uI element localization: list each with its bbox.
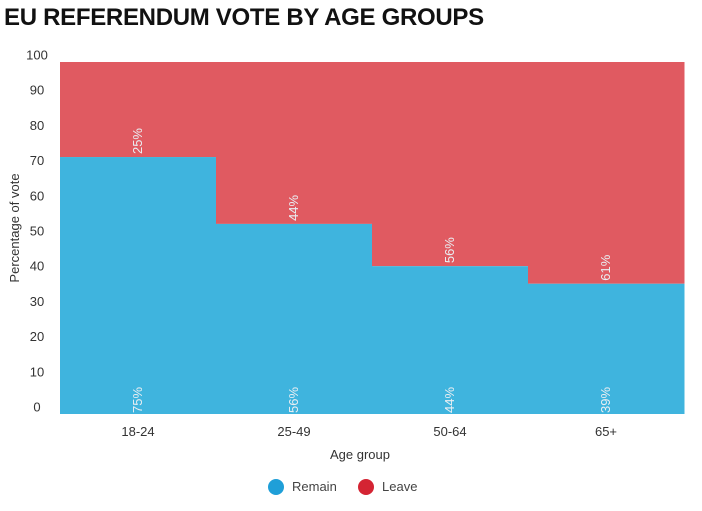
bar-leave-18-24 [60,62,217,158]
legend-label-leave: Leave [382,479,417,494]
data-label-leave-18-24: 25% [130,128,145,154]
x-tick-label: 25-49 [277,424,310,439]
y-tick-label: 10 [30,364,44,379]
bar-remain-50-64 [372,266,529,414]
y-tick-label: 70 [30,153,44,168]
legend: Remain Leave [268,479,417,495]
data-label-leave-50-64: 56% [442,237,457,263]
bar-remain-18-24 [60,157,217,415]
x-axis-ticks: 18-24 25-49 50-64 65+ [121,424,617,439]
x-tick-label: 18-24 [121,424,154,439]
bar-remain-25-49 [216,223,373,414]
bar-leave-50-64 [372,62,529,267]
y-tick-label: 20 [30,329,44,344]
data-label-remain-18-24: 75% [130,387,145,413]
x-axis-label: Age group [330,447,390,462]
y-tick-label: 80 [30,118,44,133]
y-tick-label: 0 [33,400,40,415]
chart-title: EU REFERENDUM VOTE BY AGE GROUPS [4,4,484,31]
x-tick-label: 65+ [595,424,617,439]
data-label-leave-65+: 61% [598,254,613,280]
legend-label-remain: Remain [292,479,337,494]
y-tick-label: 90 [30,83,44,98]
y-tick-label: 60 [30,188,44,203]
y-tick-label: 30 [30,294,44,309]
data-label-remain-50-64: 44% [442,387,457,413]
y-tick-label: 100 [26,48,48,63]
bar-leave-25-49 [216,62,373,224]
data-label-leave-25-49: 44% [286,194,301,220]
y-axis-label: Percentage of vote [7,173,22,282]
bars-group [60,62,685,415]
data-label-remain-25-49: 56% [286,387,301,413]
bar-leave-65+ [528,62,685,284]
y-tick-label: 40 [30,259,44,274]
legend-swatch-remain [268,479,284,495]
bar-remain-65+ [528,283,685,414]
legend-swatch-leave [358,479,374,495]
bar-labels-group: 25% 75% 44% 56% 56% 44% 61% 39% [130,128,613,413]
y-tick-label: 50 [30,224,44,239]
x-tick-label: 50-64 [433,424,466,439]
data-label-remain-65+: 39% [598,387,613,413]
y-axis-ticks: 0 10 20 30 40 50 60 70 80 90 100 [26,48,48,415]
